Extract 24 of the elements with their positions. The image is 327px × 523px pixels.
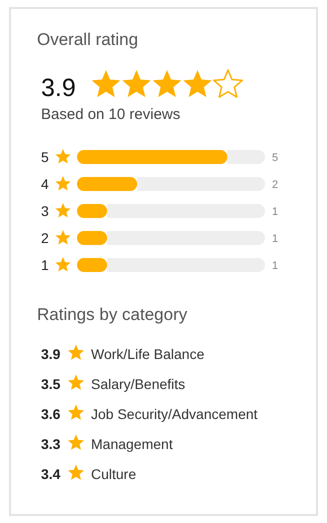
data-label: 3.4 [41,466,61,482]
y-tick-label: 1 [41,257,49,273]
category-label: Salary/Benefits [91,376,186,392]
y-tick-label: 2 [41,230,49,246]
text: Ratings by category [37,305,188,324]
data-label: 1 [272,206,278,218]
category-label: Work/Life Balance [91,346,205,362]
category-label: Management [91,436,173,452]
data-label: 5 [272,152,278,164]
data-label: 3.3 [41,436,61,452]
data-label: 3.5 [41,376,61,392]
data-label: 3.9 [41,346,61,362]
y-tick-label: 5 [41,149,49,165]
data-label: 1 [272,233,278,245]
category-label: Culture [91,466,136,482]
category-label: Job Security/Advancement [91,406,258,422]
y-tick-label: 3 [41,203,49,219]
text: 3.9 [41,74,76,102]
chart-subtitle: Based on 10 reviews [41,106,180,123]
y-tick-label: 4 [41,176,49,192]
chart-title: Overall rating [37,30,138,49]
data-label: 1 [272,260,278,272]
data-label: 3.6 [41,406,61,422]
data-label: 2 [272,179,278,191]
